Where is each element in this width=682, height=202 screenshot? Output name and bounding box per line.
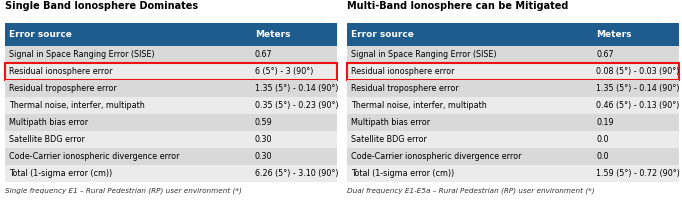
Bar [251,131,337,148]
Bar [5,114,251,131]
Text: 6 (5°) - 3 (90°): 6 (5°) - 3 (90°) [254,67,313,76]
Text: Residual troposphere error: Residual troposphere error [10,84,117,93]
Bar [251,46,337,63]
Text: Thermal noise, interfer, multipath: Thermal noise, interfer, multipath [351,101,487,110]
Bar [347,63,593,80]
Bar [593,114,679,131]
Bar [251,63,337,80]
Text: Multi-Band Ionosphere can be Mitigated: Multi-Band Ionosphere can be Mitigated [347,1,569,11]
Bar [593,97,679,114]
Text: Single Band Ionosphere Dominates: Single Band Ionosphere Dominates [5,1,198,11]
Bar [593,131,679,148]
Text: 0.30: 0.30 [254,135,272,144]
Bar [593,63,679,80]
Text: Total (1-sigma error (cm)): Total (1-sigma error (cm)) [10,169,113,178]
Text: 0.30: 0.30 [254,152,272,161]
Bar [593,80,679,97]
Text: Residual ionosphere error: Residual ionosphere error [10,67,113,76]
Bar [5,46,251,63]
Text: 1.35 (5°) - 0.14 (90°): 1.35 (5°) - 0.14 (90°) [596,84,680,93]
Bar [251,97,337,114]
Text: Signal in Space Ranging Error (SISE): Signal in Space Ranging Error (SISE) [351,50,496,59]
Text: 0.67: 0.67 [596,50,614,59]
Text: 0.46 (5°) - 0.13 (90°): 0.46 (5°) - 0.13 (90°) [596,101,680,110]
Bar [5,80,251,97]
Text: 1.59 (5°) - 0.72 (90°): 1.59 (5°) - 0.72 (90°) [596,169,680,178]
Bar [5,148,251,165]
Bar [251,148,337,165]
Bar [347,63,679,80]
Bar [5,63,251,80]
Bar [347,148,593,165]
Text: 0.0: 0.0 [596,152,609,161]
Text: Code-Carrier ionospheric divergence error: Code-Carrier ionospheric divergence erro… [351,152,522,161]
Bar [347,165,593,182]
Text: Multipath bias error: Multipath bias error [351,118,430,127]
Text: Multipath bias error: Multipath bias error [10,118,89,127]
Bar [347,114,593,131]
Bar [347,23,593,46]
Bar [5,131,251,148]
Text: Signal in Space Ranging Error (SISE): Signal in Space Ranging Error (SISE) [10,50,155,59]
Bar [593,148,679,165]
Text: 0.35 (5°) - 0.23 (90°): 0.35 (5°) - 0.23 (90°) [254,101,338,110]
Bar [347,46,593,63]
Text: 0.59: 0.59 [254,118,272,127]
Text: Residual ionosphere error: Residual ionosphere error [351,67,455,76]
Text: Residual troposphere error: Residual troposphere error [351,84,459,93]
Bar [251,80,337,97]
Text: Dual frequency E1-E5a – Rural Pedestrian (RP) user environment (*): Dual frequency E1-E5a – Rural Pedestrian… [347,188,595,194]
Bar [347,131,593,148]
Text: Satellite BDG error: Satellite BDG error [351,135,427,144]
Text: Meters: Meters [596,30,632,39]
Text: Meters: Meters [254,30,291,39]
Bar [5,97,251,114]
Bar [593,46,679,63]
Text: 0.08 (5°) - 0.03 (90°): 0.08 (5°) - 0.03 (90°) [596,67,680,76]
Bar [347,80,593,97]
Text: Total (1-sigma error (cm)): Total (1-sigma error (cm)) [351,169,454,178]
Bar [5,63,337,80]
Text: Error source: Error source [10,30,72,39]
Bar [251,23,337,46]
Bar [251,165,337,182]
Text: Thermal noise, interfer, multipath: Thermal noise, interfer, multipath [10,101,145,110]
Bar [5,23,251,46]
Bar [593,165,679,182]
Bar [347,97,593,114]
Text: Satellite BDG error: Satellite BDG error [10,135,85,144]
Text: Error source: Error source [351,30,414,39]
Text: Code-Carrier ionospheric divergence error: Code-Carrier ionospheric divergence erro… [10,152,180,161]
Text: 1.35 (5°) - 0.14 (90°): 1.35 (5°) - 0.14 (90°) [254,84,338,93]
Text: 0.67: 0.67 [254,50,272,59]
Text: 0.0: 0.0 [596,135,609,144]
Bar [5,165,251,182]
Bar [251,114,337,131]
Bar [593,23,679,46]
Text: 6.26 (5°) - 3.10 (90°): 6.26 (5°) - 3.10 (90°) [254,169,338,178]
Text: 0.19: 0.19 [596,118,614,127]
Text: Single frequency E1 – Rural Pedestrian (RP) user environment (*): Single frequency E1 – Rural Pedestrian (… [5,188,242,194]
